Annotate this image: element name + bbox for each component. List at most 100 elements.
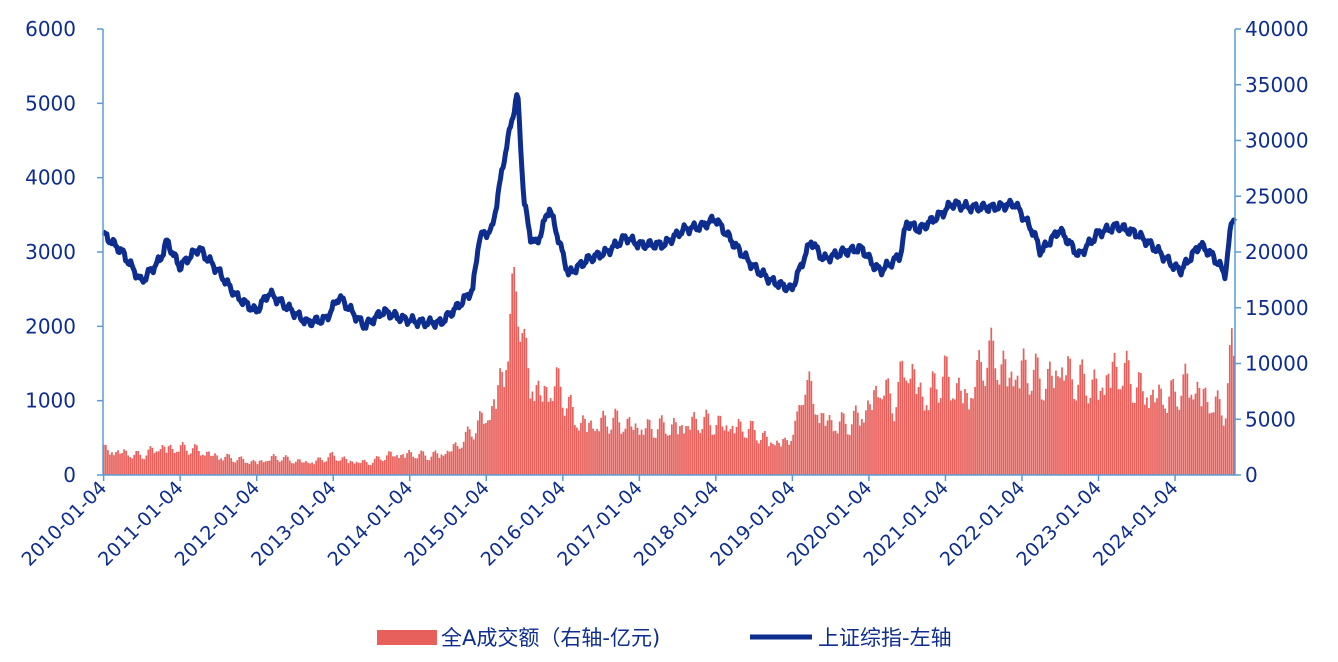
volume-bar: [1032, 369, 1035, 475]
volume-bar: [444, 454, 447, 475]
volume-bar: [127, 455, 129, 475]
volume-bar: [317, 457, 319, 475]
volume-bar: [671, 424, 673, 475]
volume-bar: [650, 428, 653, 475]
volume-bar: [717, 415, 720, 475]
volume-bar: [812, 403, 815, 475]
volume-bar: [1198, 388, 1201, 475]
volume-bar: [448, 451, 451, 475]
left-y-tick-label: 2000: [25, 314, 76, 338]
volume-bar: [260, 460, 263, 475]
volume-bar: [478, 411, 481, 475]
volume-bar: [1047, 368, 1049, 475]
volume-bar: [804, 394, 807, 475]
volume-bar: [189, 453, 192, 475]
volume-bar: [1091, 379, 1094, 475]
volume-bar: [901, 360, 904, 475]
volume-bar: [1044, 388, 1047, 475]
volume-bar: [986, 367, 989, 475]
volume-bar: [604, 415, 607, 475]
volume-bar: [662, 422, 665, 475]
volume-bar: [549, 398, 552, 475]
volume-bar: [879, 397, 881, 475]
volume-bar: [402, 454, 404, 475]
volume-bar: [220, 458, 222, 475]
volume-bar: [1154, 402, 1156, 475]
volume-bar: [335, 460, 338, 475]
volume-bar: [929, 387, 932, 475]
left-y-tick-label: 0: [63, 463, 76, 487]
volume-bar: [658, 418, 661, 475]
volume-bar: [295, 461, 297, 475]
volume-bar: [428, 460, 431, 475]
volume-bar: [264, 461, 267, 475]
volume-bar: [1111, 361, 1114, 475]
volume-bar: [768, 446, 770, 475]
volume-bar: [1008, 377, 1011, 475]
volume-bar: [175, 451, 178, 475]
volume-bar: [644, 428, 647, 475]
volume-bar: [996, 380, 999, 475]
volume-bar: [1131, 402, 1134, 475]
volume-bar: [434, 450, 437, 475]
volume-bar: [511, 273, 514, 475]
volume-bar: [683, 433, 685, 475]
volume-bar: [921, 396, 924, 475]
volume-bar: [810, 380, 813, 475]
volume-bar: [424, 455, 427, 475]
volume-bar: [248, 463, 251, 475]
volume-bar: [699, 433, 702, 475]
volume-bar: [945, 356, 948, 475]
volume-bar: [394, 456, 396, 475]
volume-bar: [551, 401, 554, 475]
volume-bar: [966, 392, 968, 475]
volume-bar: [559, 386, 562, 475]
volume-bar: [844, 423, 847, 475]
volume-bar: [515, 291, 518, 475]
left-y-tick-label: 1000: [25, 389, 76, 413]
volume-bar: [941, 376, 944, 475]
volume-bar: [418, 453, 421, 475]
volume-bar: [1073, 398, 1076, 475]
volume-bar: [580, 422, 582, 475]
volume-bar: [808, 371, 811, 475]
volume-bar: [620, 433, 623, 475]
index-line: [101, 92, 1237, 331]
volume-bar: [640, 429, 643, 475]
volume-bar: [555, 367, 558, 475]
volume-bar: [713, 434, 716, 475]
volume-bar: [567, 396, 570, 475]
volume-bar: [1208, 413, 1211, 475]
volume-bar: [751, 421, 754, 475]
legend-bar-label: 全A成交额（右轴-亿元): [441, 626, 660, 650]
volume-bar: [1075, 400, 1078, 475]
volume-bar: [472, 439, 475, 475]
volume-bar: [828, 415, 831, 475]
volume-bar: [309, 463, 311, 475]
volume-bar: [594, 431, 596, 475]
volume-bar: [721, 426, 724, 475]
volume-bar: [1000, 364, 1003, 475]
volume-bar: [545, 387, 548, 475]
volume-bar: [1034, 353, 1037, 475]
volume-bar: [1010, 371, 1013, 475]
volume-bar: [974, 386, 976, 475]
right-y-tick-label: 25000: [1245, 184, 1309, 208]
volume-bar: [464, 431, 467, 475]
volume-bar: [1190, 394, 1193, 475]
volume-bar: [660, 415, 663, 475]
volume-bar: [1113, 352, 1116, 475]
volume-bar: [149, 446, 152, 475]
volume-bar: [794, 420, 797, 475]
volume-bar: [1067, 356, 1069, 475]
volume-bar: [723, 430, 726, 475]
volume-bar: [863, 422, 865, 475]
volume-bar: [1162, 404, 1164, 475]
volume-bar: [547, 401, 550, 475]
volume-bar: [406, 453, 408, 475]
left-y-tick-labels: 0 1000 2000 3000 4000 5000 6000: [25, 17, 103, 487]
volume-bar: [648, 419, 651, 475]
volume-bar: [576, 427, 578, 475]
volume-bar: [129, 457, 131, 475]
